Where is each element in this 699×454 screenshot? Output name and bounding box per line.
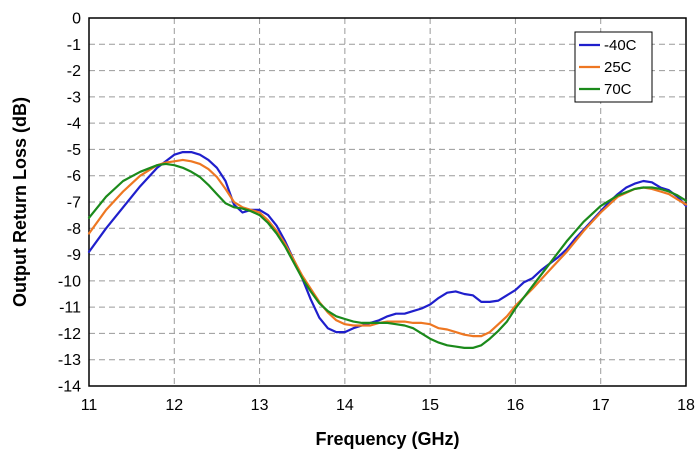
x-tick-label: 15 (421, 397, 439, 414)
legend-label: 70C (604, 81, 632, 98)
x-tick-label: 18 (677, 397, 695, 414)
y-tick-label: -14 (58, 379, 81, 396)
x-axis-title: Frequency (GHz) (315, 429, 459, 449)
x-tick-label: 14 (336, 397, 354, 414)
plot-frame (88, 17, 687, 387)
y-tick-label: -11 (59, 300, 81, 317)
series-line (87, 151, 688, 334)
legend-label: 25C (604, 59, 632, 76)
x-tick-label: 13 (251, 397, 269, 414)
y-tick-label: -3 (67, 89, 81, 106)
y-tick-label: -7 (67, 195, 81, 212)
y-axis-title: Output Return Loss (dB) (10, 97, 30, 307)
y-tick-label: -13 (58, 352, 81, 369)
x-tick-label: 11 (81, 397, 98, 414)
y-tick-label: -6 (67, 168, 81, 185)
y-tick-label: -10 (58, 273, 81, 290)
y-tick-label: -4 (67, 116, 81, 133)
y-tick-label: -1 (67, 37, 81, 54)
series-line (87, 162, 688, 349)
legend-label: -40C (604, 37, 637, 54)
legend: -40C 25C 70C (574, 31, 653, 103)
y-tick-label: -9 (67, 247, 81, 264)
y-tick-label: -12 (58, 326, 81, 343)
series-lines (87, 151, 688, 349)
series-line (87, 158, 688, 338)
x-tick-label: 12 (165, 397, 183, 414)
y-tick-label: -8 (67, 221, 81, 238)
y-tick-label: -5 (67, 142, 81, 159)
x-tick-label: 17 (592, 397, 610, 414)
y-tick-label: -2 (67, 63, 81, 80)
y-tick-label: 0 (72, 11, 81, 28)
x-tick-label: 16 (507, 397, 525, 414)
